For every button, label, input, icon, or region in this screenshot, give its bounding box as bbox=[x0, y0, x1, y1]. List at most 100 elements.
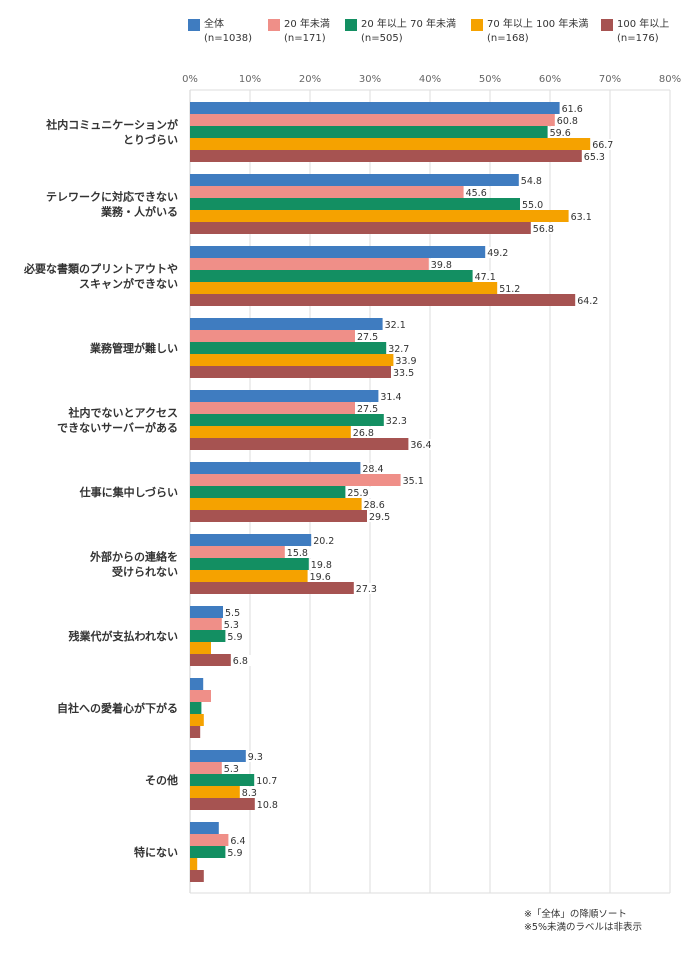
value-label: 54.8 bbox=[521, 176, 542, 187]
bar bbox=[190, 714, 204, 726]
value-labels: 61.660.859.6 66.765.3 54.8 45.6 55.0 63.1 56.8… bbox=[222, 103, 617, 859]
legend-n: (n=176) bbox=[617, 33, 659, 44]
value-label-bg bbox=[354, 583, 380, 594]
value-label-bg bbox=[379, 391, 405, 402]
value-label: 35.1 bbox=[403, 476, 424, 487]
value-label: 36.4 bbox=[410, 440, 431, 451]
value-label: 29.5 bbox=[369, 512, 390, 523]
category-labels: 社内コミュニケーションがとりづらいテレワークに対応できない業務・人がいる必要な書… bbox=[23, 118, 178, 860]
bar bbox=[190, 654, 231, 666]
category-label: 残業代が支払われない bbox=[69, 629, 178, 643]
value-label: 6.8 bbox=[233, 656, 248, 667]
legend-n: (n=505) bbox=[361, 33, 403, 44]
bar bbox=[190, 618, 222, 630]
value-label: 10.7 bbox=[256, 776, 277, 787]
bar bbox=[190, 702, 202, 714]
value-label: 55.0 bbox=[522, 200, 543, 211]
value-label: 27.5 bbox=[357, 404, 378, 415]
value-label-bg bbox=[464, 187, 490, 198]
bar bbox=[190, 834, 229, 846]
value-label: 9.3 bbox=[248, 752, 263, 763]
bar bbox=[190, 474, 401, 486]
bar-chart: 0% 10% 20% 30% 40% 50% 60% 70% 80% 社内コミュニケーションがと… bbox=[23, 74, 681, 894]
category-label: スキャンができない bbox=[79, 277, 178, 291]
legend-n: (n=1038) bbox=[204, 33, 252, 44]
bar bbox=[190, 150, 582, 162]
value-label-bg bbox=[312, 535, 338, 546]
value-label: 64.2 bbox=[577, 296, 598, 307]
value-label: 65.3 bbox=[584, 152, 605, 163]
category-label: 業務管理が難しい bbox=[89, 341, 178, 355]
value-label-bg bbox=[582, 151, 608, 162]
x-tick-label: 40% bbox=[419, 74, 441, 85]
bar bbox=[190, 750, 246, 762]
bar bbox=[190, 318, 383, 330]
bar bbox=[190, 402, 355, 414]
value-label-bg bbox=[531, 223, 557, 234]
value-label-bg bbox=[226, 631, 246, 642]
category-label: 社内でないとアクセス bbox=[68, 406, 178, 420]
x-tick-label: 30% bbox=[359, 74, 381, 85]
bar bbox=[190, 210, 569, 222]
category-label: とりづらい bbox=[123, 133, 178, 147]
value-label-bg bbox=[255, 799, 281, 810]
bar bbox=[190, 798, 255, 810]
bar bbox=[190, 282, 498, 294]
x-tick-label: 10% bbox=[239, 74, 261, 85]
value-label-bg bbox=[473, 271, 499, 282]
bar bbox=[190, 294, 576, 306]
bar bbox=[190, 198, 520, 210]
value-label-bg bbox=[361, 463, 387, 474]
bar bbox=[190, 438, 409, 450]
legend-swatch bbox=[268, 19, 280, 31]
bar bbox=[190, 138, 591, 150]
value-label: 32.7 bbox=[388, 344, 409, 355]
value-label-bg bbox=[356, 331, 382, 342]
value-label-bg bbox=[222, 619, 243, 630]
bar bbox=[190, 414, 384, 426]
category-label: 自社への愛着心が下がる bbox=[57, 701, 178, 715]
value-label: 19.6 bbox=[310, 572, 331, 583]
bar bbox=[190, 822, 219, 834]
value-label-bg bbox=[351, 427, 377, 438]
value-label: 5.9 bbox=[227, 632, 242, 643]
x-tick-label: 0% bbox=[182, 74, 198, 85]
value-label-bg bbox=[519, 175, 545, 186]
value-label-bg bbox=[226, 847, 246, 858]
value-label-bg bbox=[240, 787, 261, 798]
value-label: 26.8 bbox=[353, 428, 374, 439]
bar bbox=[190, 366, 391, 378]
value-label-bg bbox=[255, 775, 281, 786]
x-tick-label: 50% bbox=[479, 74, 501, 85]
legend-swatch bbox=[601, 19, 613, 31]
value-label-bg bbox=[229, 835, 249, 846]
category-label: 外部からの連絡を bbox=[89, 550, 178, 564]
legend: 全体 (n=1038) 20 年未満 (n=171) 20 年以上 70 年未満… bbox=[188, 18, 700, 58]
category-label: テレワークに対応できない bbox=[46, 190, 178, 204]
bar bbox=[190, 126, 548, 138]
chart-notes: ※「全体」の降順ソート ※5%未満のラベルは非表示 bbox=[524, 908, 642, 934]
value-label: 45.6 bbox=[466, 188, 487, 199]
value-label-bg bbox=[309, 559, 335, 570]
value-label-bg bbox=[224, 607, 244, 618]
value-label: 51.2 bbox=[499, 284, 520, 295]
value-label-bg bbox=[246, 751, 267, 762]
value-label-bg bbox=[308, 571, 334, 582]
category-label: 業務・人がいる bbox=[100, 205, 178, 219]
value-label-bg bbox=[576, 295, 602, 306]
x-tick-label: 20% bbox=[299, 74, 321, 85]
value-label: 5.5 bbox=[225, 608, 240, 619]
legend-n: (n=168) bbox=[487, 33, 529, 44]
bar bbox=[190, 426, 351, 438]
bar bbox=[190, 330, 355, 342]
bar bbox=[190, 486, 346, 498]
legend-label: 20 年未満 bbox=[284, 19, 330, 30]
value-label-bg bbox=[591, 139, 617, 150]
legend-swatch bbox=[471, 19, 483, 31]
value-label-bg bbox=[384, 415, 410, 426]
category-label: 仕事に集中しづらい bbox=[79, 485, 178, 499]
value-label: 5.3 bbox=[224, 764, 239, 775]
note-label-threshold: ※5%未満のラベルは非表示 bbox=[523, 922, 642, 933]
x-tick-label: 60% bbox=[539, 74, 561, 85]
value-label: 31.4 bbox=[380, 392, 401, 403]
